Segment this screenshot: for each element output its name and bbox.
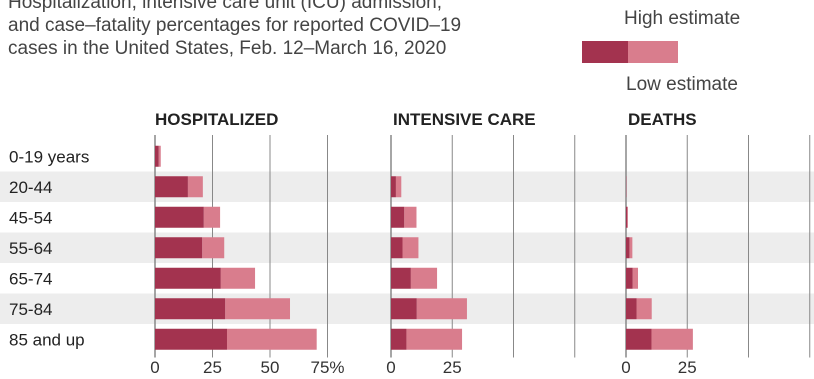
category-label: 0-19 years <box>9 147 89 166</box>
bar-low <box>391 267 411 289</box>
bar-high <box>203 206 221 228</box>
bar-low <box>391 176 396 198</box>
bar-low <box>391 206 405 228</box>
bar-high <box>651 328 693 350</box>
bar-high <box>416 298 467 320</box>
bar-high <box>202 237 225 259</box>
panel-title: DEATHS <box>628 110 697 129</box>
bar-high <box>632 267 639 289</box>
bar-low <box>391 328 407 350</box>
bar-high <box>158 145 161 167</box>
tick-label: 25 <box>203 358 222 377</box>
bar-low <box>626 206 628 228</box>
panel-title: HOSPITALIZED <box>155 110 278 129</box>
subtitle-line-2: and case–fatality percentages for report… <box>8 15 462 36</box>
bar-high <box>629 237 633 259</box>
bar-high <box>220 267 256 289</box>
bar-low <box>391 237 403 259</box>
bar-low <box>155 298 226 320</box>
bar-low <box>155 328 227 350</box>
bar-low <box>155 206 204 228</box>
bar-low <box>626 237 630 259</box>
bar-high <box>404 206 417 228</box>
tick-label: 75% <box>310 358 344 377</box>
category-label: 85 and up <box>9 330 85 349</box>
tick-label: 0 <box>150 358 159 377</box>
bar-low <box>155 145 159 167</box>
legend-low-swatch <box>582 41 628 63</box>
legend-high-swatch <box>628 41 678 63</box>
subtitle-line-1: Hospitalization, intensive care unit (IC… <box>8 0 443 13</box>
subtitle-line-3: cases in the United States, Feb. 12–Marc… <box>8 38 447 59</box>
bar-high <box>402 237 419 259</box>
category-label: 45-54 <box>9 208 52 227</box>
bar-high <box>406 328 463 350</box>
bar-high <box>225 298 291 320</box>
tick-label: 0 <box>621 358 630 377</box>
bar-high <box>627 206 628 228</box>
category-label: 75-84 <box>9 300 52 319</box>
category-label: 20-44 <box>9 178 52 197</box>
bar-high <box>226 328 317 350</box>
bar-low <box>155 267 221 289</box>
bar-high <box>187 176 203 198</box>
bar-low <box>626 267 633 289</box>
bar-low <box>626 298 637 320</box>
bar-low <box>155 237 203 259</box>
bar-high <box>395 176 402 198</box>
tick-label: 25 <box>678 358 697 377</box>
category-label: 65-74 <box>9 269 52 288</box>
tick-label: 25 <box>443 358 462 377</box>
panel-title: INTENSIVE CARE <box>393 110 536 129</box>
legend-high-label: High estimate <box>624 8 741 29</box>
row-band <box>0 171 814 202</box>
tick-label: 0 <box>386 358 395 377</box>
bar-low <box>155 176 188 198</box>
tick-label: 50 <box>261 358 280 377</box>
bar-high <box>636 298 652 320</box>
bar-high <box>410 267 438 289</box>
legend-low-label: Low estimate <box>626 74 738 95</box>
bar-low <box>391 298 417 320</box>
bar-low <box>626 328 652 350</box>
chart-subtitle: Hospitalization, intensive care unit (IC… <box>8 0 568 60</box>
category-label: 55-64 <box>9 239 52 258</box>
